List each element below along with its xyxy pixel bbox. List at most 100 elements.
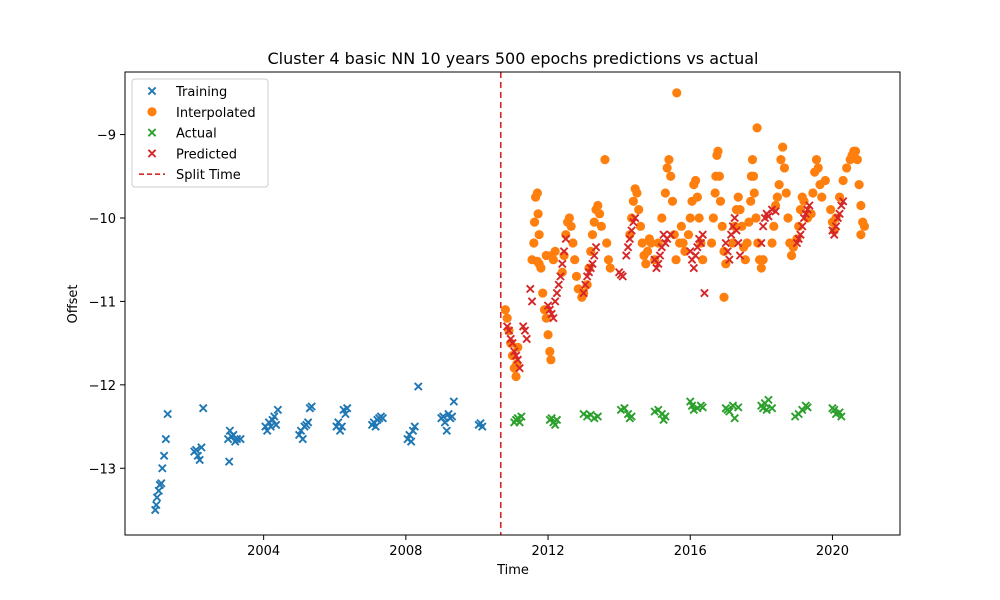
point-interpolated <box>735 205 745 215</box>
point-training <box>371 422 380 431</box>
point-actual <box>515 418 524 427</box>
legend: Training Interpolated Actual Predicted Split… <box>131 78 269 188</box>
point-interpolated <box>820 175 830 186</box>
point-interpolated <box>742 238 752 248</box>
point-predicted <box>561 234 571 244</box>
point-predicted <box>689 263 699 273</box>
point-actual <box>767 403 777 413</box>
point-actual <box>627 412 636 421</box>
point-interpolated <box>664 154 674 165</box>
legend-label: Interpolated <box>176 106 256 121</box>
x-axis-label: Time <box>496 563 529 578</box>
point-training <box>152 500 161 510</box>
y-tick-label: −9 <box>97 129 116 144</box>
point-interpolated <box>752 123 762 133</box>
point-interpolated <box>826 205 836 215</box>
point-predicted <box>591 242 601 252</box>
point-interpolated <box>714 171 725 181</box>
point-predicted <box>829 230 839 239</box>
point-interpolated <box>776 154 786 165</box>
point-training <box>337 422 347 431</box>
point-interpolated <box>838 175 848 186</box>
x-axis: 2004 2008 2012 2016 2020 <box>247 535 849 559</box>
point-interpolated <box>570 255 580 265</box>
point-predicted <box>508 338 517 348</box>
point-interpolated <box>657 213 667 223</box>
point-interpolated <box>568 238 578 248</box>
point-interpolated <box>747 154 758 165</box>
point-training <box>303 418 313 427</box>
point-predicted <box>733 238 743 248</box>
series-layer <box>150 88 870 515</box>
legend-entry-predicted: Predicted <box>147 147 237 162</box>
point-predicted <box>698 230 707 239</box>
point-interpolated <box>594 209 605 219</box>
point-interpolated <box>751 213 761 223</box>
point-interpolated <box>500 305 510 315</box>
point-training <box>307 402 316 411</box>
point-interpolated <box>566 221 576 231</box>
point-training <box>447 412 457 421</box>
point-interpolated <box>571 271 582 281</box>
point-training <box>342 403 352 413</box>
point-predicted <box>721 238 731 248</box>
series-predicted <box>502 197 848 373</box>
legend-marker <box>147 128 157 137</box>
point-actual <box>517 412 526 421</box>
point-interpolated <box>808 188 818 198</box>
point-actual <box>620 403 629 413</box>
point-interpolated <box>708 213 718 223</box>
point-interpolated <box>641 259 651 269</box>
point-predicted <box>581 280 590 290</box>
x-tick-label: 2012 <box>532 544 565 559</box>
point-predicted <box>725 255 734 264</box>
point-predicted <box>666 230 675 239</box>
point-predicted <box>557 259 567 269</box>
point-interpolated <box>817 192 827 202</box>
point-actual <box>725 407 734 416</box>
point-predicted <box>579 288 588 298</box>
point-interpolated <box>683 230 694 240</box>
point-interpolated <box>758 255 768 265</box>
point-training <box>161 434 171 444</box>
point-interpolated <box>511 371 521 382</box>
point-predicted <box>513 355 523 365</box>
point-interpolated <box>646 238 656 248</box>
point-actual <box>803 403 812 412</box>
point-interpolated <box>769 221 779 231</box>
point-actual <box>698 403 707 412</box>
point-predicted <box>520 326 530 335</box>
point-training <box>191 445 201 455</box>
x-tick-label: 2020 <box>816 544 849 559</box>
point-predicted <box>696 238 706 248</box>
point-predicted <box>526 284 535 294</box>
point-predicted <box>504 326 514 335</box>
point-interpolated <box>856 230 866 240</box>
point-actual <box>661 412 670 421</box>
point-training <box>341 409 350 419</box>
point-interpolated <box>749 188 759 198</box>
plot-frame <box>124 71 901 536</box>
point-predicted <box>831 222 841 231</box>
point-predicted <box>797 222 807 231</box>
point-training <box>236 434 245 444</box>
point-training <box>195 455 204 465</box>
point-interpolated <box>781 188 791 198</box>
point-training <box>298 434 308 444</box>
point-training <box>224 457 234 466</box>
point-interpolated <box>660 188 670 198</box>
series-training <box>150 382 487 515</box>
point-predicted <box>515 363 524 373</box>
point-interpolated <box>628 196 638 206</box>
point-interpolated <box>587 230 598 240</box>
point-interpolated <box>550 246 560 256</box>
point-interpolated <box>730 221 740 231</box>
point-actual <box>550 420 560 430</box>
point-interpolated <box>772 192 782 202</box>
point-interpolated <box>538 288 548 298</box>
point-training <box>378 413 388 423</box>
point-interpolated <box>546 355 556 365</box>
y-tick-label: −12 <box>89 379 116 394</box>
legend-entry-interpolated: Interpolated <box>147 106 256 121</box>
